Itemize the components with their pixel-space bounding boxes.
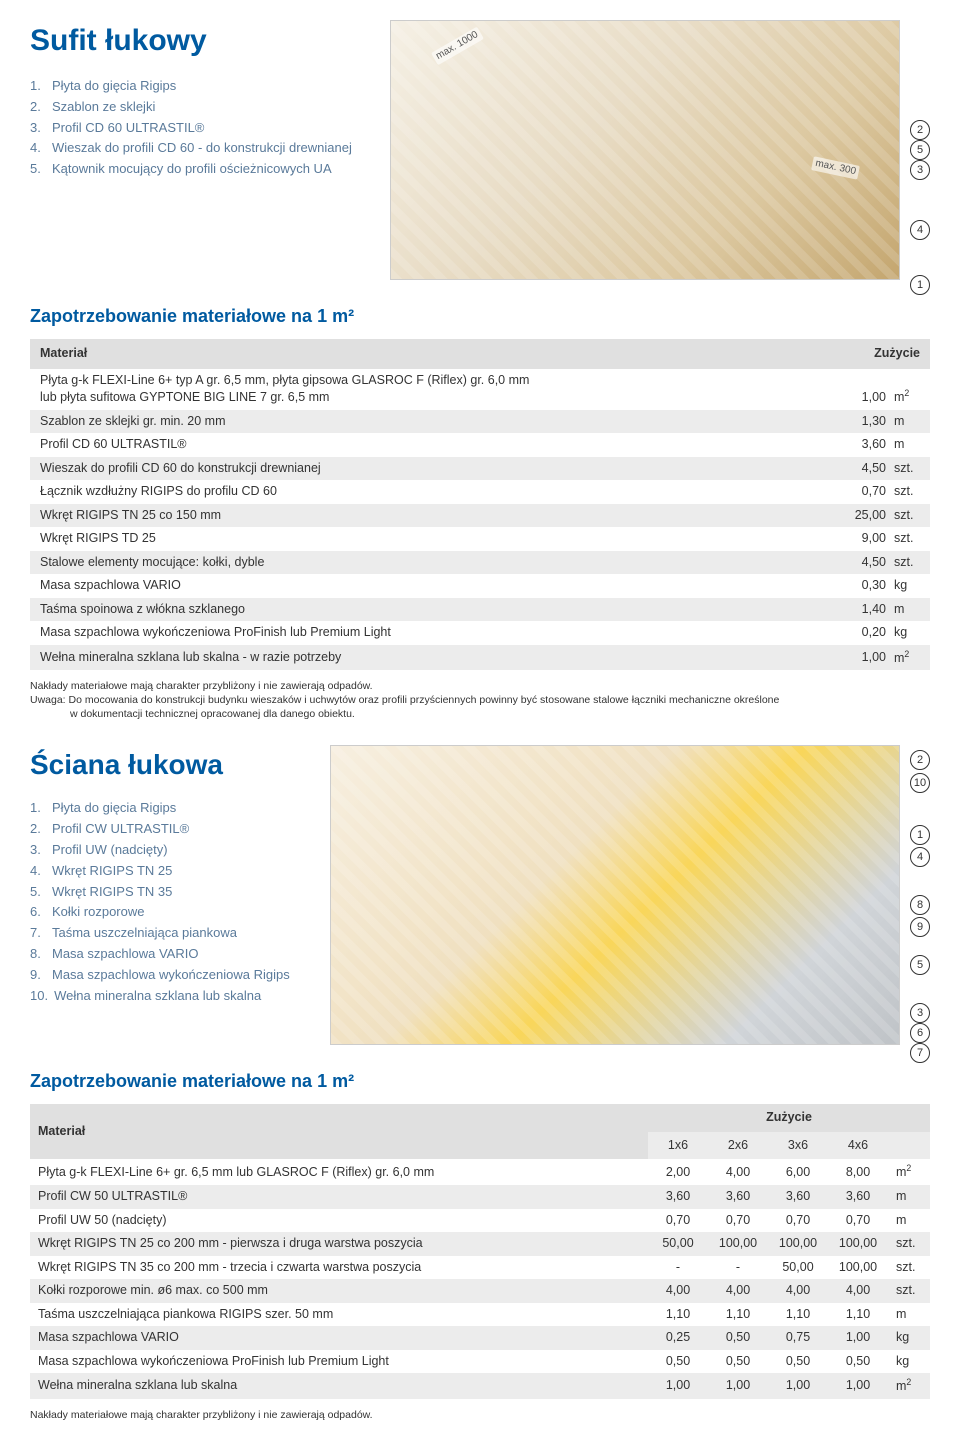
- table-row: Płyta g-k FLEXI-Line 6+ typ A gr. 6,5 mm…: [30, 369, 930, 410]
- section-sufit-lukowy: Sufit łukowy 1.Płyta do gięcia Rigips2.S…: [30, 20, 930, 280]
- table-row: Wkręt RIGIPS TN 35 co 200 mm - trzecia i…: [30, 1256, 930, 1280]
- table-row: Wkręt RIGIPS TD 259,00szt.: [30, 527, 930, 551]
- diagram-label-b: max. 300: [811, 156, 860, 179]
- section1-legend: 1.Płyta do gięcia Rigips2.Szablon ze skl…: [30, 76, 370, 180]
- legend-item: 7.Taśma uszczelniająca piankowa: [30, 923, 310, 944]
- callout-marker: 8: [910, 895, 930, 915]
- table2-note: Nakłady materiałowe mają charakter przyb…: [30, 1409, 930, 1423]
- table-row: Łącznik wzdłużny RIGIPS do profilu CD 60…: [30, 480, 930, 504]
- table-row: Kołki rozporowe min. ø6 max. co 500 mm4,…: [30, 1279, 930, 1303]
- callout-marker: 5: [910, 140, 930, 160]
- table-row: Szablon ze sklejki gr. min. 20 mm1,30m: [30, 410, 930, 434]
- table-row: Taśma spoinowa z włókna szklanego1,40m: [30, 598, 930, 622]
- section2-legend: 1.Płyta do gięcia Rigips2.Profil CW ULTR…: [30, 798, 310, 1006]
- legend-item: 10.Wełna mineralna szklana lub skalna: [30, 986, 310, 1007]
- table-row: Masa szpachlowa wykończeniowa ProFinish …: [30, 621, 930, 645]
- section1-diagram-wrap: max. 1000 max. 300 25341: [390, 20, 930, 280]
- legend-item: 2.Szablon ze sklejki: [30, 97, 370, 118]
- callout-marker: 1: [910, 275, 930, 295]
- table-row: Masa szpachlowa VARIO0,250,500,751,00kg: [30, 1326, 930, 1350]
- row1-line1: Płyta g-k FLEXI-Line 6+ typ A gr. 6,5 mm…: [40, 372, 810, 390]
- table-row: Wełna mineralna szklana lub skalna - w r…: [30, 645, 930, 671]
- materials-table-2: Materiał Zużycie 1x62x63x64x6 Płyta g-k …: [30, 1104, 930, 1398]
- callout-marker: 9: [910, 917, 930, 937]
- note2a: Uwaga: Do mocowania do konstrukcji budyn…: [30, 694, 930, 708]
- legend-item: 6.Kołki rozporowe: [30, 902, 310, 923]
- table-row: Stalowe elementy mocujące: kołki, dyble4…: [30, 551, 930, 575]
- section2-diagram-wrap: 21014895367: [330, 745, 930, 1045]
- legend-item: 4.Wkręt RIGIPS TN 25: [30, 861, 310, 882]
- legend-item: 1.Płyta do gięcia Rigips: [30, 76, 370, 97]
- row1-val: 1,00: [820, 369, 890, 410]
- section2-left: Ściana łukowa 1.Płyta do gięcia Rigips2.…: [30, 745, 310, 1045]
- table-row: Profil CW 50 ULTRASTIL®3,603,603,603,60m: [30, 1185, 930, 1209]
- table-row: Wieszak do profili CD 60 do konstrukcji …: [30, 457, 930, 481]
- legend-item: 8.Masa szpachlowa VARIO: [30, 944, 310, 965]
- row1-unit: m2: [890, 369, 930, 410]
- diagram-label-a: max. 1000: [431, 27, 484, 65]
- table-row: Profil UW 50 (nadcięty)0,700,700,700,70m: [30, 1209, 930, 1233]
- legend-item: 5.Kątownik mocujący do profili ościeżnic…: [30, 159, 370, 180]
- note1: Nakłady materiałowe mają charakter przyb…: [30, 680, 930, 694]
- callout-marker: 4: [910, 847, 930, 867]
- legend-item: 5.Wkręt RIGIPS TN 35: [30, 882, 310, 903]
- callout-marker: 3: [910, 1003, 930, 1023]
- col-material-header: Materiał: [30, 339, 820, 369]
- section2-title: Ściana łukowa: [30, 745, 310, 784]
- subcol-header: 1x6: [648, 1132, 708, 1160]
- subcol-header: 4x6: [828, 1132, 888, 1160]
- table-row: Masa szpachlowa VARIO0,30kg: [30, 574, 930, 598]
- legend-item: 2.Profil CW ULTRASTIL®: [30, 819, 310, 840]
- legend-item: 4.Wieszak do profili CD 60 - do konstruk…: [30, 138, 370, 159]
- callout-marker: 5: [910, 955, 930, 975]
- col-usage-header-2: Zużycie: [648, 1104, 930, 1132]
- callout-marker: 2: [910, 750, 930, 770]
- col-usage-header: Zużycie: [820, 339, 930, 369]
- section1-left: Sufit łukowy 1.Płyta do gięcia Rigips2.S…: [30, 20, 370, 280]
- table-row: Wkręt RIGIPS TN 25 co 150 mm25,00szt.: [30, 504, 930, 528]
- callout-marker: 1: [910, 825, 930, 845]
- subcol-header: [888, 1132, 930, 1160]
- table1-notes: Nakłady materiałowe mają charakter przyb…: [30, 680, 930, 721]
- table-row: Wkręt RIGIPS TN 25 co 200 mm - pierwsza …: [30, 1232, 930, 1256]
- section2-diagram: [330, 745, 900, 1045]
- callout-marker: 4: [910, 220, 930, 240]
- subcol-header: 2x6: [708, 1132, 768, 1160]
- table-row: Płyta g-k FLEXI-Line 6+ gr. 6,5 mm lub G…: [30, 1159, 930, 1185]
- section1-diagram: max. 1000 max. 300: [390, 20, 900, 280]
- table-row: Profil CD 60 ULTRASTIL®3,60m: [30, 433, 930, 457]
- callout-marker: 10: [910, 773, 930, 793]
- note2b: w dokumentacji technicznej opracowanej d…: [30, 708, 930, 722]
- table1-subheader: Zapotrzebowanie materiałowe na 1 m²: [30, 304, 930, 329]
- section-sciana-lukowa: Ściana łukowa 1.Płyta do gięcia Rigips2.…: [30, 745, 930, 1045]
- callout-marker: 2: [910, 120, 930, 140]
- legend-item: 9.Masa szpachlowa wykończeniowa Rigips: [30, 965, 310, 986]
- table-row: Wełna mineralna szklana lub skalna1,001,…: [30, 1373, 930, 1399]
- table2-subheader: Zapotrzebowanie materiałowe na 1 m²: [30, 1069, 930, 1094]
- table-row: Masa szpachlowa wykończeniowa ProFinish …: [30, 1350, 930, 1374]
- callout-marker: 6: [910, 1023, 930, 1043]
- callout-marker: 3: [910, 160, 930, 180]
- table-row: Taśma uszczelniająca piankowa RIGIPS sze…: [30, 1303, 930, 1327]
- materials-table-1: Materiał Zużycie Płyta g-k FLEXI-Line 6+…: [30, 339, 930, 670]
- legend-item: 3.Profil CD 60 ULTRASTIL®: [30, 118, 370, 139]
- subcol-header: 3x6: [768, 1132, 828, 1160]
- row1-line2: lub płyta sufitowa GYPTONE BIG LINE 7 gr…: [40, 389, 810, 407]
- col-material-header-2: Materiał: [30, 1104, 648, 1159]
- legend-item: 3.Profil UW (nadcięty): [30, 840, 310, 861]
- legend-item: 1.Płyta do gięcia Rigips: [30, 798, 310, 819]
- section1-title: Sufit łukowy: [30, 20, 370, 62]
- callout-marker: 7: [910, 1043, 930, 1063]
